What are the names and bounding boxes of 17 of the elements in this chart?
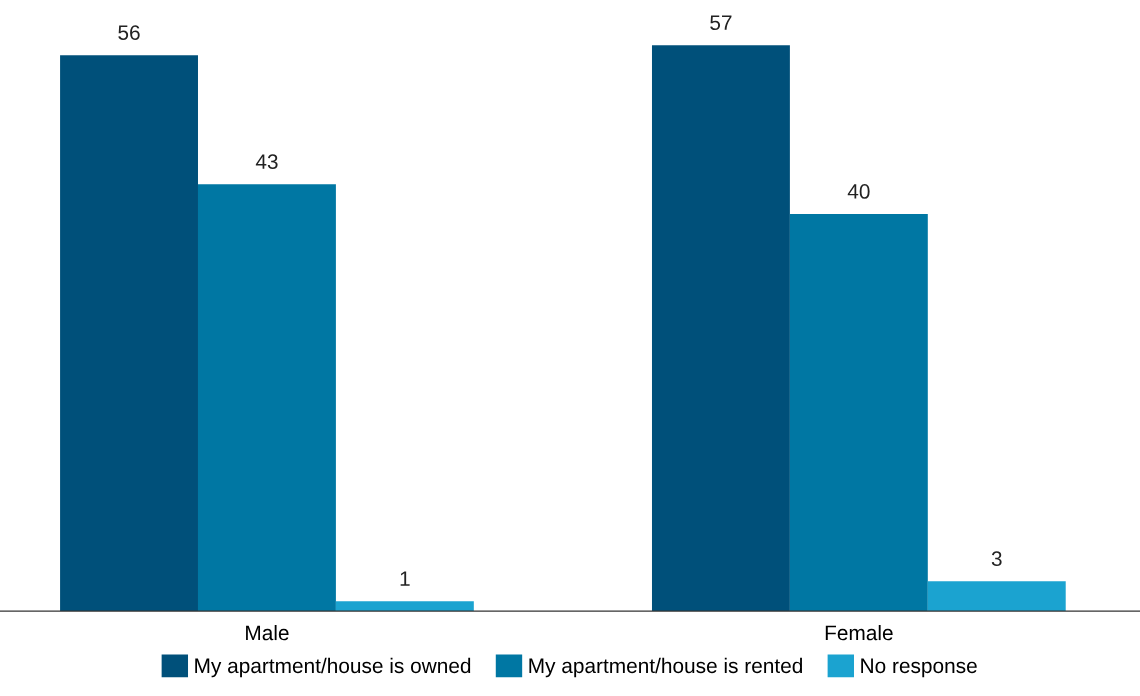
- data-label: 56: [118, 25, 140, 40]
- data-label: 43: [255, 154, 278, 170]
- data-label: 40: [847, 184, 870, 199]
- x-tick-label: Male: [246, 624, 289, 641]
- legend-label: My apartment/house is rented: [529, 657, 802, 678]
- bar: [60, 55, 198, 612]
- bar: [927, 581, 1066, 612]
- bar: [651, 45, 790, 612]
- x-tick-label: Female: [825, 624, 893, 641]
- bar: [335, 601, 474, 612]
- legend-label: My apartment/house is owned: [195, 657, 471, 678]
- bar: [789, 214, 928, 612]
- bar: [197, 184, 336, 612]
- data-label: 3: [991, 551, 1002, 567]
- data-label: 1: [400, 571, 410, 586]
- data-label: 57: [710, 15, 732, 31]
- legend-label: No response: [861, 658, 977, 678]
